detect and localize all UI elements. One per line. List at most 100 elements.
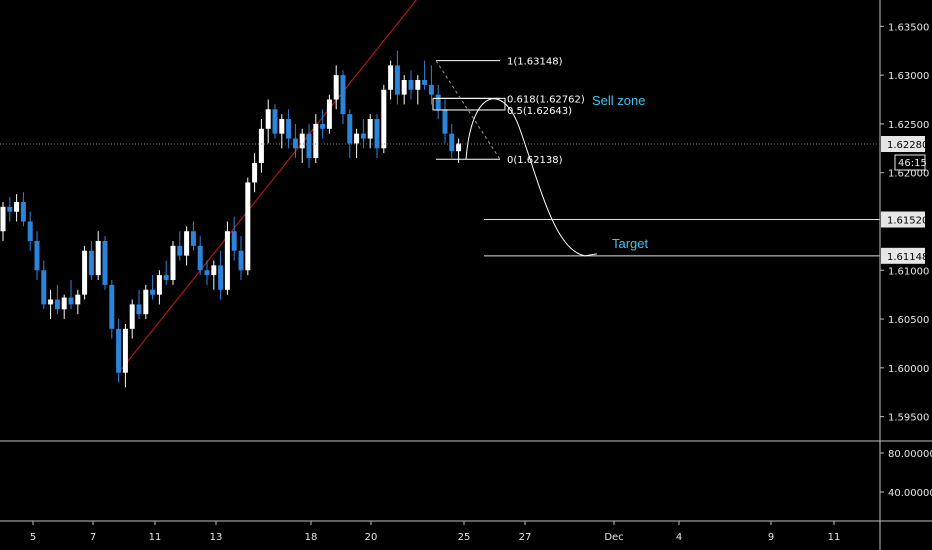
price-tick-label: 1.63500: [888, 22, 929, 33]
bull-candle: [61, 297, 67, 310]
support-trendline: [118, 0, 418, 374]
level-price-label-bg: [881, 211, 925, 228]
time-tick-label: 25: [458, 532, 471, 543]
bear-candle: [218, 265, 224, 290]
bull-candle: [381, 89, 387, 149]
bear-candle: [163, 275, 169, 281]
bull-candle: [333, 75, 339, 100]
bear-candle: [231, 231, 237, 251]
bull-candle: [456, 143, 462, 152]
current-price-label-bg: [881, 136, 925, 152]
bull-candle: [388, 65, 394, 90]
bull-candle: [14, 201, 20, 212]
bull-candle: [265, 109, 271, 129]
time-tick-label: 4: [676, 532, 682, 543]
bull-candle: [170, 245, 176, 281]
bull-candle: [367, 119, 373, 139]
bull-candle: [48, 299, 54, 305]
bull-candle: [258, 128, 264, 163]
time-tick-label: 11: [149, 532, 162, 543]
bear-candle: [292, 138, 298, 149]
bear-candle: [54, 299, 60, 310]
indicator-tick-label: 40.00000: [888, 488, 932, 499]
time-tick-label: Dec: [604, 532, 623, 543]
bear-candle: [238, 250, 244, 271]
bull-candle: [245, 182, 251, 271]
bear-candle: [190, 231, 196, 246]
bear-candle: [27, 221, 33, 241]
bear-candle: [116, 328, 122, 373]
price-tick-label: 1.59500: [888, 413, 929, 424]
level-price-label-bg: [881, 247, 925, 264]
fib-level-label: 0(1.62138): [507, 155, 563, 166]
bull-candle: [401, 80, 407, 95]
level-price-label: 1.61148: [887, 252, 928, 263]
bull-candle: [326, 99, 332, 129]
price-tick-label: 1.60500: [888, 315, 929, 326]
bull-candle: [252, 162, 258, 183]
time-tick-label: 27: [519, 532, 532, 543]
time-tick-label: 9: [768, 532, 774, 543]
bear-candle: [428, 84, 434, 95]
bear-candle: [435, 94, 441, 110]
bear-candle: [109, 284, 115, 329]
price-tick-label: 1.62000: [888, 169, 929, 180]
price-tick-label: 1.62500: [888, 120, 929, 131]
indicator-axis: 80.00000 40.00000: [880, 449, 932, 499]
bull-candle: [75, 294, 81, 305]
bear-candle: [374, 119, 380, 149]
indicator-tick-label: 80.00000: [888, 449, 932, 460]
time-tick-label: 11: [828, 532, 841, 543]
drawings-layer: 1(1.63148) 0.618(1.62762)0.5(1.62643) 0(1.…: [432, 57, 928, 264]
price-tick-label: 1.60000: [888, 364, 929, 375]
bull-candle: [299, 133, 305, 149]
bear-candle: [340, 75, 346, 115]
price-tick-label: 1.63000: [888, 71, 929, 82]
bear-candle: [449, 133, 455, 152]
bull-candle: [184, 231, 190, 256]
bull-candle: [143, 289, 149, 315]
bear-candle: [204, 270, 210, 276]
trendline-layer: [118, 0, 418, 374]
bear-candle: [88, 250, 94, 276]
projection-path: [465, 98, 598, 257]
time-tick-label: 20: [365, 532, 378, 543]
bull-candle: [415, 80, 421, 90]
bull-candle: [354, 133, 360, 144]
bear-candle: [422, 80, 428, 85]
bar-countdown: 46:15: [898, 158, 927, 169]
target-label: Target: [612, 236, 649, 251]
bear-candle: [150, 289, 156, 295]
bear-candle: [136, 304, 142, 315]
sell-zone-label: Sell zone: [592, 93, 645, 108]
bull-candle: [129, 304, 135, 329]
time-tick-label: 5: [30, 532, 36, 543]
bear-candle: [272, 109, 278, 134]
bear-candle: [102, 240, 108, 285]
bear-candle: [320, 123, 326, 129]
bull-candle: [313, 123, 319, 159]
bull-candle: [279, 119, 285, 134]
level-price-label: 1.61520: [887, 216, 928, 227]
bear-candle: [347, 114, 353, 144]
bull-candle: [0, 206, 6, 232]
candles-layer: [0, 50, 462, 388]
bear-candle: [177, 245, 183, 256]
bull-candle: [156, 275, 162, 295]
bear-candle: [286, 119, 292, 139]
fib-level-label: 1(1.63148): [507, 57, 563, 68]
bull-candle: [224, 231, 230, 290]
time-tick-label: 18: [305, 532, 318, 543]
bull-candle: [122, 328, 128, 373]
time-axis[interactable]: 5 7 11 13 18 20 25 27 Dec 4 9 11: [30, 521, 841, 543]
price-axis[interactable]: 1.63500 1.63000 1.62500 1.62000 1.61000 1.605…: [880, 22, 929, 424]
price-tick-label: 1.61000: [888, 266, 929, 277]
bear-candle: [197, 245, 203, 271]
bull-candle: [211, 265, 217, 276]
bear-candle: [408, 80, 414, 90]
time-tick-label: 7: [90, 532, 96, 543]
fib-level-label: 0.5(1.62643): [507, 106, 572, 117]
bear-candle: [41, 270, 47, 305]
bear-candle: [34, 240, 40, 271]
